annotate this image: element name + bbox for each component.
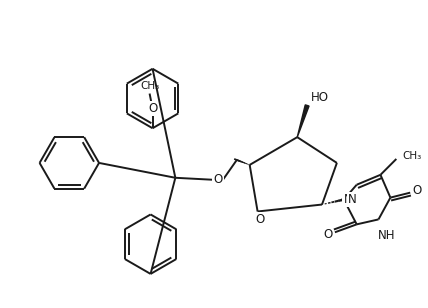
Text: HO: HO	[311, 91, 329, 104]
Text: O: O	[255, 213, 264, 226]
Text: O: O	[148, 102, 157, 115]
Text: CH₃: CH₃	[140, 81, 159, 91]
Text: O: O	[148, 102, 157, 115]
Text: O: O	[413, 184, 422, 197]
Polygon shape	[297, 105, 309, 137]
Text: O: O	[255, 213, 264, 226]
Text: NH: NH	[377, 229, 395, 242]
Text: NH: NH	[377, 229, 395, 242]
Text: CH₃: CH₃	[402, 151, 422, 161]
Text: N: N	[348, 193, 357, 206]
Text: N: N	[348, 193, 357, 206]
Text: O: O	[213, 173, 223, 186]
Text: O: O	[213, 173, 223, 186]
Text: O: O	[323, 228, 333, 241]
Text: N: N	[343, 193, 352, 206]
